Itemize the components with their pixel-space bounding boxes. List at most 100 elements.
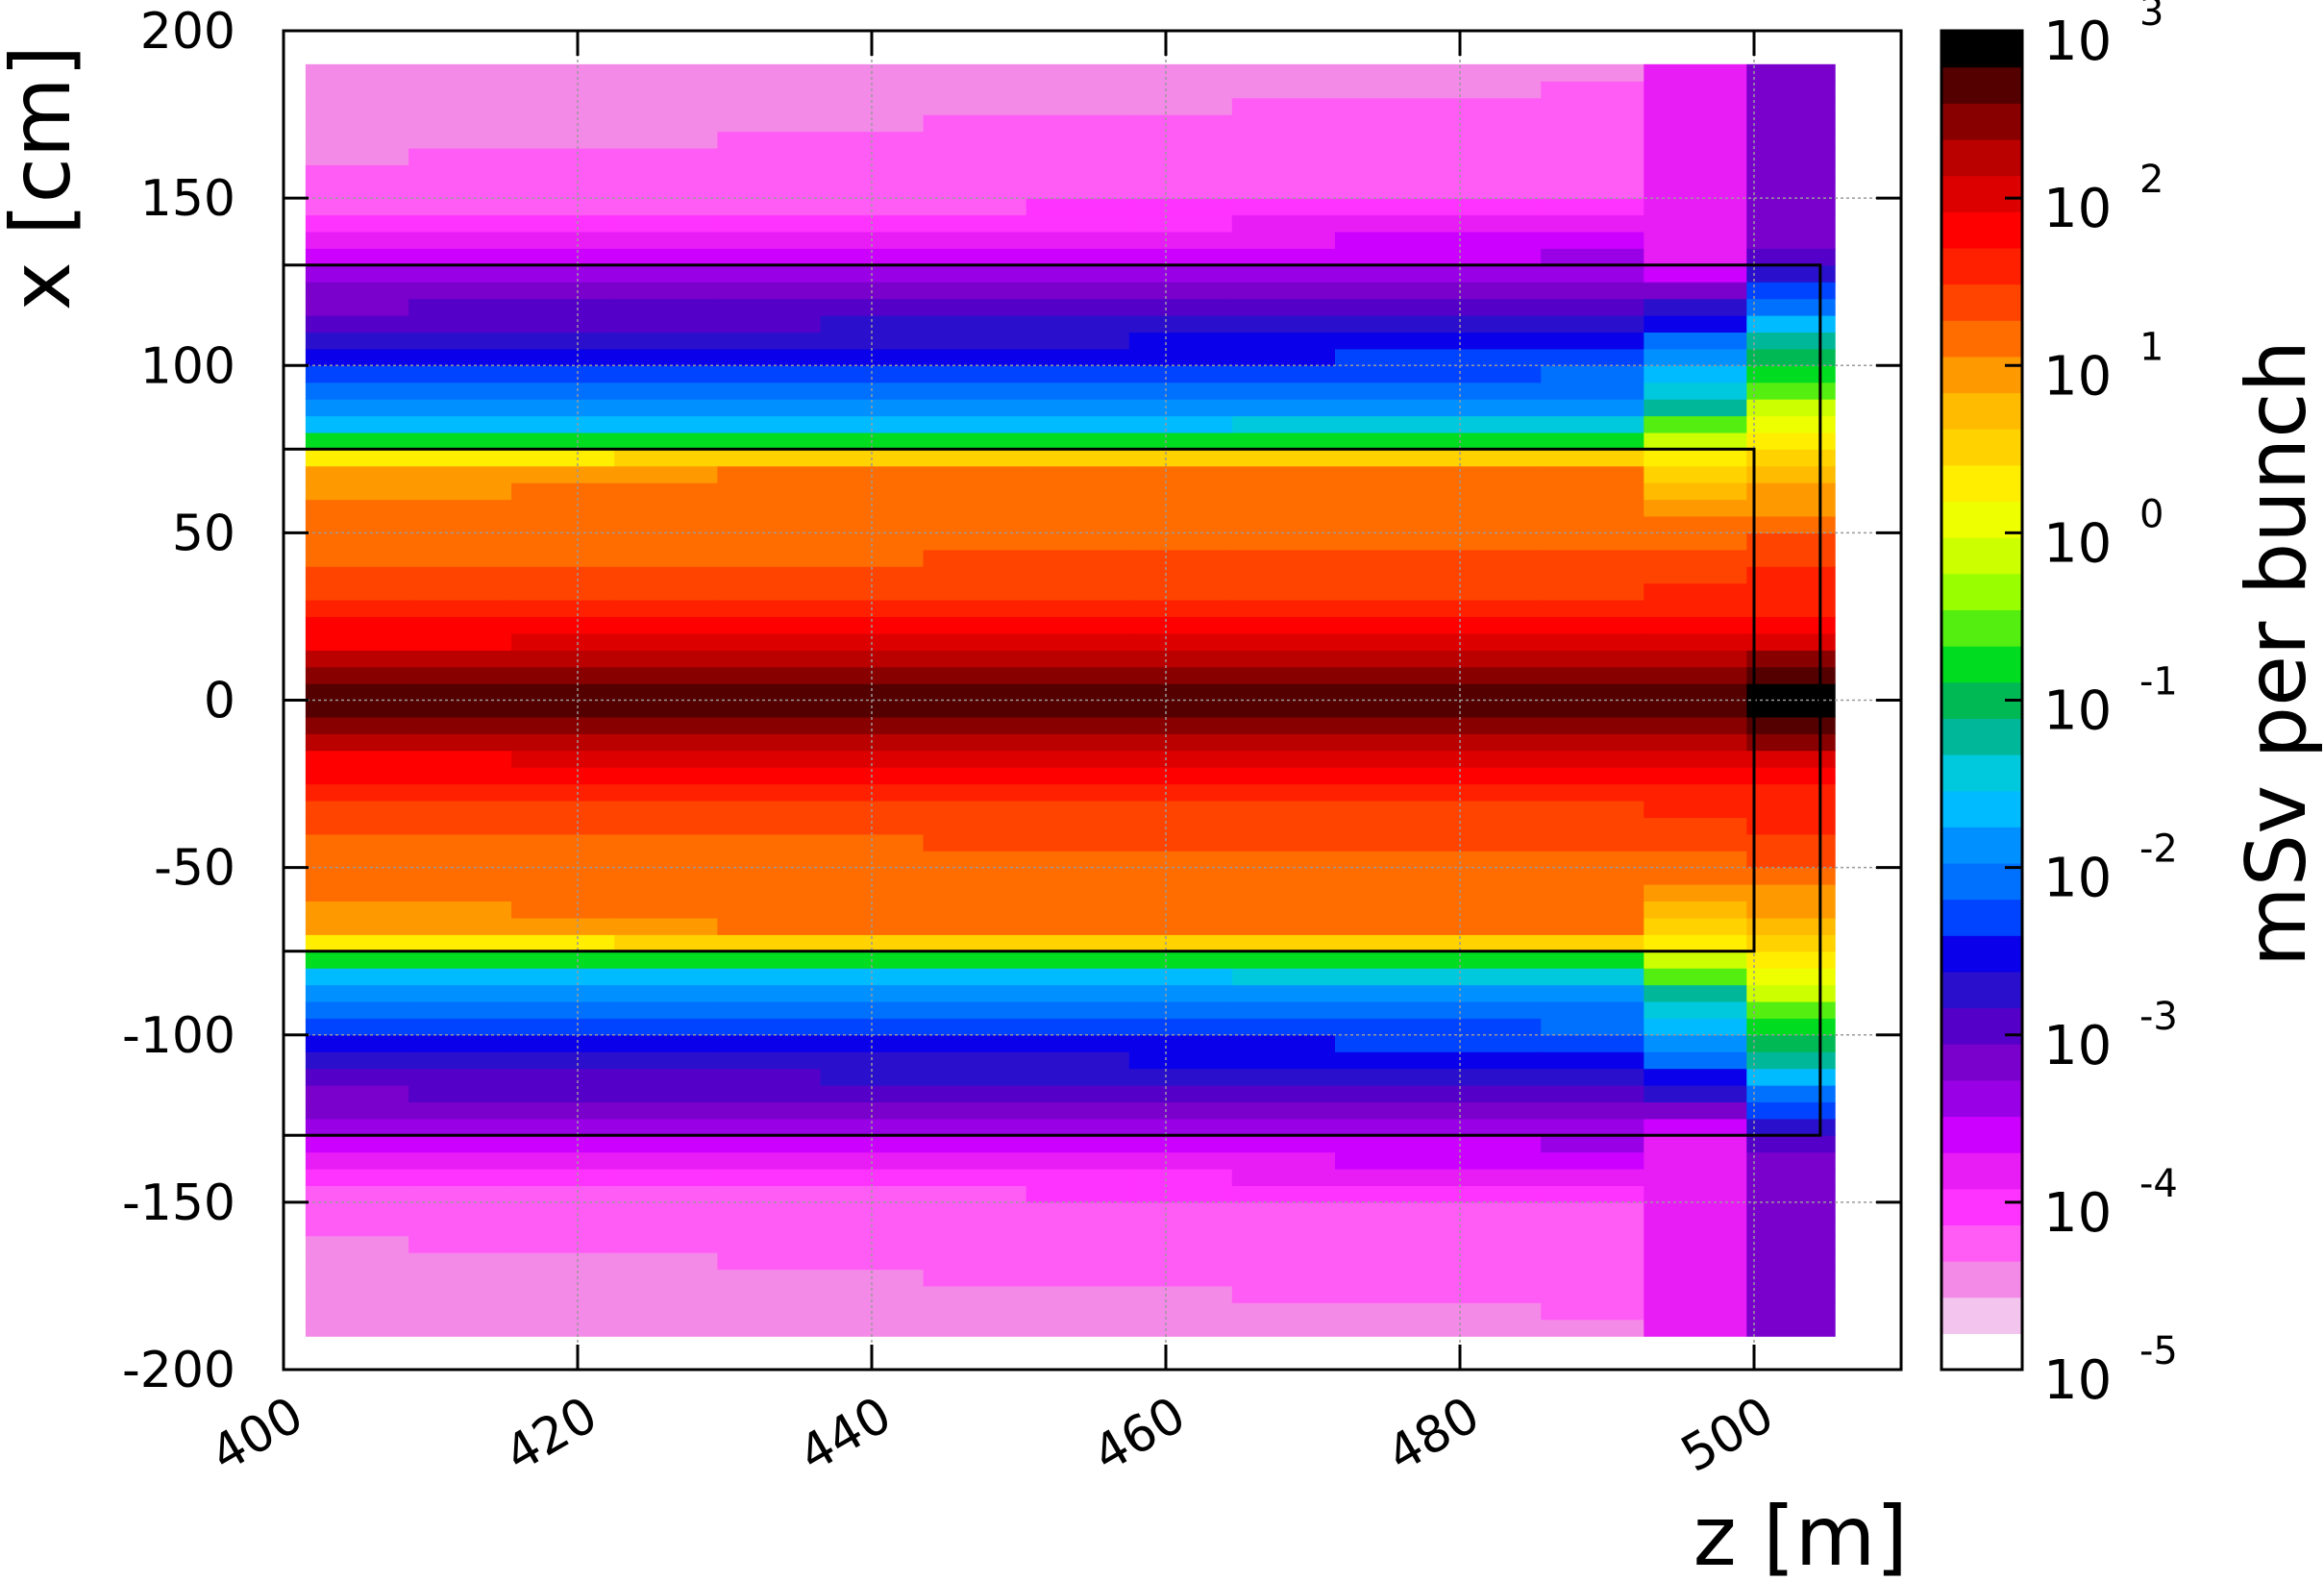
heatmap-cell	[1128, 833, 1233, 852]
heatmap-cell	[1026, 716, 1130, 734]
heatmap-cell	[923, 282, 1027, 300]
heatmap-cell	[305, 934, 409, 952]
heatmap-cell	[820, 516, 925, 533]
heatmap-cell	[1128, 1235, 1233, 1253]
heatmap-cell	[1541, 1285, 1644, 1303]
heatmap-cell	[1438, 1235, 1542, 1253]
heatmap-cell	[923, 683, 1027, 702]
heatmap-cell	[717, 566, 822, 584]
heatmap-cell	[408, 81, 512, 99]
heatmap-cell	[1231, 198, 1336, 216]
heatmap-cell	[1541, 164, 1644, 183]
heatmap-cell	[1644, 867, 1747, 885]
heatmap-cell	[923, 984, 1027, 1002]
heatmap-cell	[1541, 1169, 1644, 1186]
heatmap-cell	[1335, 1034, 1439, 1052]
heatmap-cell	[923, 114, 1027, 133]
heatmap-cell	[1026, 332, 1130, 350]
heatmap-cell	[1128, 399, 1233, 417]
heatmap-cell	[1746, 1034, 1836, 1052]
heatmap-cell	[1438, 817, 1542, 835]
heatmap-cell	[511, 1118, 615, 1136]
heatmap-cell	[717, 81, 822, 99]
heatmap-cell	[305, 482, 409, 501]
heatmap-cell	[1746, 1118, 1836, 1136]
heatmap-cell	[923, 399, 1027, 417]
heatmap-cell	[1026, 1118, 1130, 1136]
heatmap-cell	[1541, 1269, 1644, 1287]
heatmap-cell	[1128, 767, 1233, 785]
heatmap-cell	[1335, 1051, 1439, 1070]
heatmap-cell	[305, 1101, 409, 1120]
heatmap-cell	[1335, 666, 1439, 684]
heatmap-cell	[408, 499, 512, 517]
heatmap-cell	[408, 198, 512, 216]
heatmap-cell	[305, 700, 409, 718]
heatmap-cell	[614, 532, 718, 551]
heatmap-cell	[1335, 1319, 1439, 1337]
heatmap-cell	[1438, 968, 1542, 986]
heatmap-cell	[1438, 700, 1542, 718]
heatmap-cell	[1644, 851, 1747, 869]
heatmap-cell	[408, 482, 512, 501]
heatmap-cell	[1644, 465, 1747, 483]
colorbar-tick-base: 10	[2043, 178, 2112, 240]
heatmap-cell	[1335, 1085, 1439, 1102]
heatmap-cell	[1644, 666, 1747, 684]
heatmap-cell	[1541, 516, 1644, 533]
heatmap-cell	[1644, 1185, 1747, 1203]
heatmap-cell	[1128, 1319, 1233, 1337]
heatmap-cell	[1438, 1118, 1542, 1136]
heatmap-cell	[408, 264, 512, 283]
heatmap-cell	[408, 1085, 512, 1102]
heatmap-cell	[1026, 1101, 1130, 1120]
heatmap-cell	[614, 1101, 718, 1120]
heatmap-cell	[1335, 917, 1439, 935]
heatmap-cell	[717, 432, 822, 450]
heatmap-cell	[511, 733, 615, 752]
heatmap-cell	[511, 582, 615, 601]
heatmap-cell	[717, 951, 822, 969]
heatmap-cell	[1541, 1034, 1644, 1052]
heatmap-cell	[820, 984, 925, 1002]
heatmap-cell	[1438, 632, 1542, 651]
colorbar-tick-base: 10	[2043, 848, 2112, 910]
heatmap-cell	[1231, 114, 1336, 133]
heatmap-cell	[1026, 399, 1130, 417]
heatmap-cell	[1438, 1169, 1542, 1186]
heatmap-cell	[511, 1151, 615, 1170]
colorbar-tick-label: 10 -1	[2043, 660, 2178, 743]
heatmap-cell	[1438, 984, 1542, 1002]
heatmap-cell	[1541, 81, 1644, 99]
heatmap-cell	[1335, 1252, 1439, 1271]
heatmap-cell	[305, 1219, 409, 1237]
heatmap-cell	[717, 1118, 822, 1136]
colorbar-tick-label: 10 -5	[2043, 1329, 2178, 1412]
heatmap-cell	[1644, 449, 1747, 467]
heatmap-cell	[614, 801, 718, 818]
heatmap-cell	[511, 181, 615, 199]
heatmap-cell	[305, 884, 409, 902]
heatmap-cell	[1746, 516, 1836, 533]
colorbar-tick-exponent: 0	[2139, 492, 2163, 536]
heatmap-cell	[717, 264, 822, 283]
heatmap-cell	[1541, 231, 1644, 249]
heatmap-cell	[1335, 1269, 1439, 1287]
heatmap-cell	[408, 315, 512, 333]
heatmap-cell	[305, 666, 409, 684]
heatmap-cell	[923, 650, 1027, 668]
colorbar-segment	[1941, 754, 2022, 792]
heatmap-cell	[614, 1001, 718, 1019]
heatmap-cell	[408, 131, 512, 149]
heatmap-cell	[1541, 968, 1644, 986]
heatmap-cell	[1541, 783, 1644, 802]
heatmap-cell	[1644, 382, 1747, 400]
y-tick-label: 150	[140, 170, 235, 228]
heatmap-cell	[1335, 600, 1439, 617]
heatmap-cell	[305, 1185, 409, 1203]
heatmap-cell	[305, 1018, 409, 1036]
heatmap-cell	[923, 666, 1027, 684]
heatmap-cell	[1746, 214, 1836, 233]
heatmap-cell	[614, 566, 718, 584]
heatmap-cell	[305, 198, 409, 216]
